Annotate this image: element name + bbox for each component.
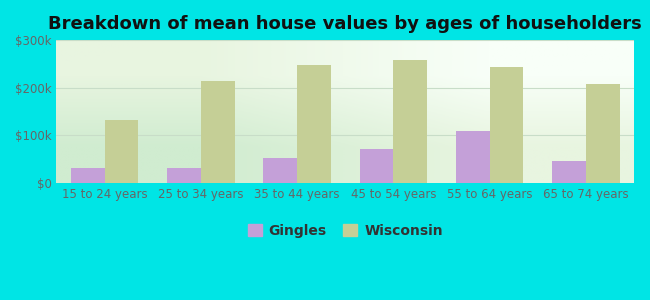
Bar xyxy=(489,67,523,183)
Bar xyxy=(167,167,201,183)
Legend: Gingles, Wisconsin: Gingles, Wisconsin xyxy=(242,218,448,243)
Title: Breakdown of mean house values by ages of householders: Breakdown of mean house values by ages o… xyxy=(49,15,642,33)
Bar xyxy=(552,161,586,183)
Bar xyxy=(201,82,235,183)
Bar xyxy=(456,131,489,183)
Bar xyxy=(359,149,393,183)
Bar xyxy=(263,158,297,183)
Bar xyxy=(393,60,427,183)
Bar xyxy=(297,65,331,183)
Bar xyxy=(71,167,105,183)
Bar xyxy=(105,119,138,183)
Bar xyxy=(586,84,619,183)
